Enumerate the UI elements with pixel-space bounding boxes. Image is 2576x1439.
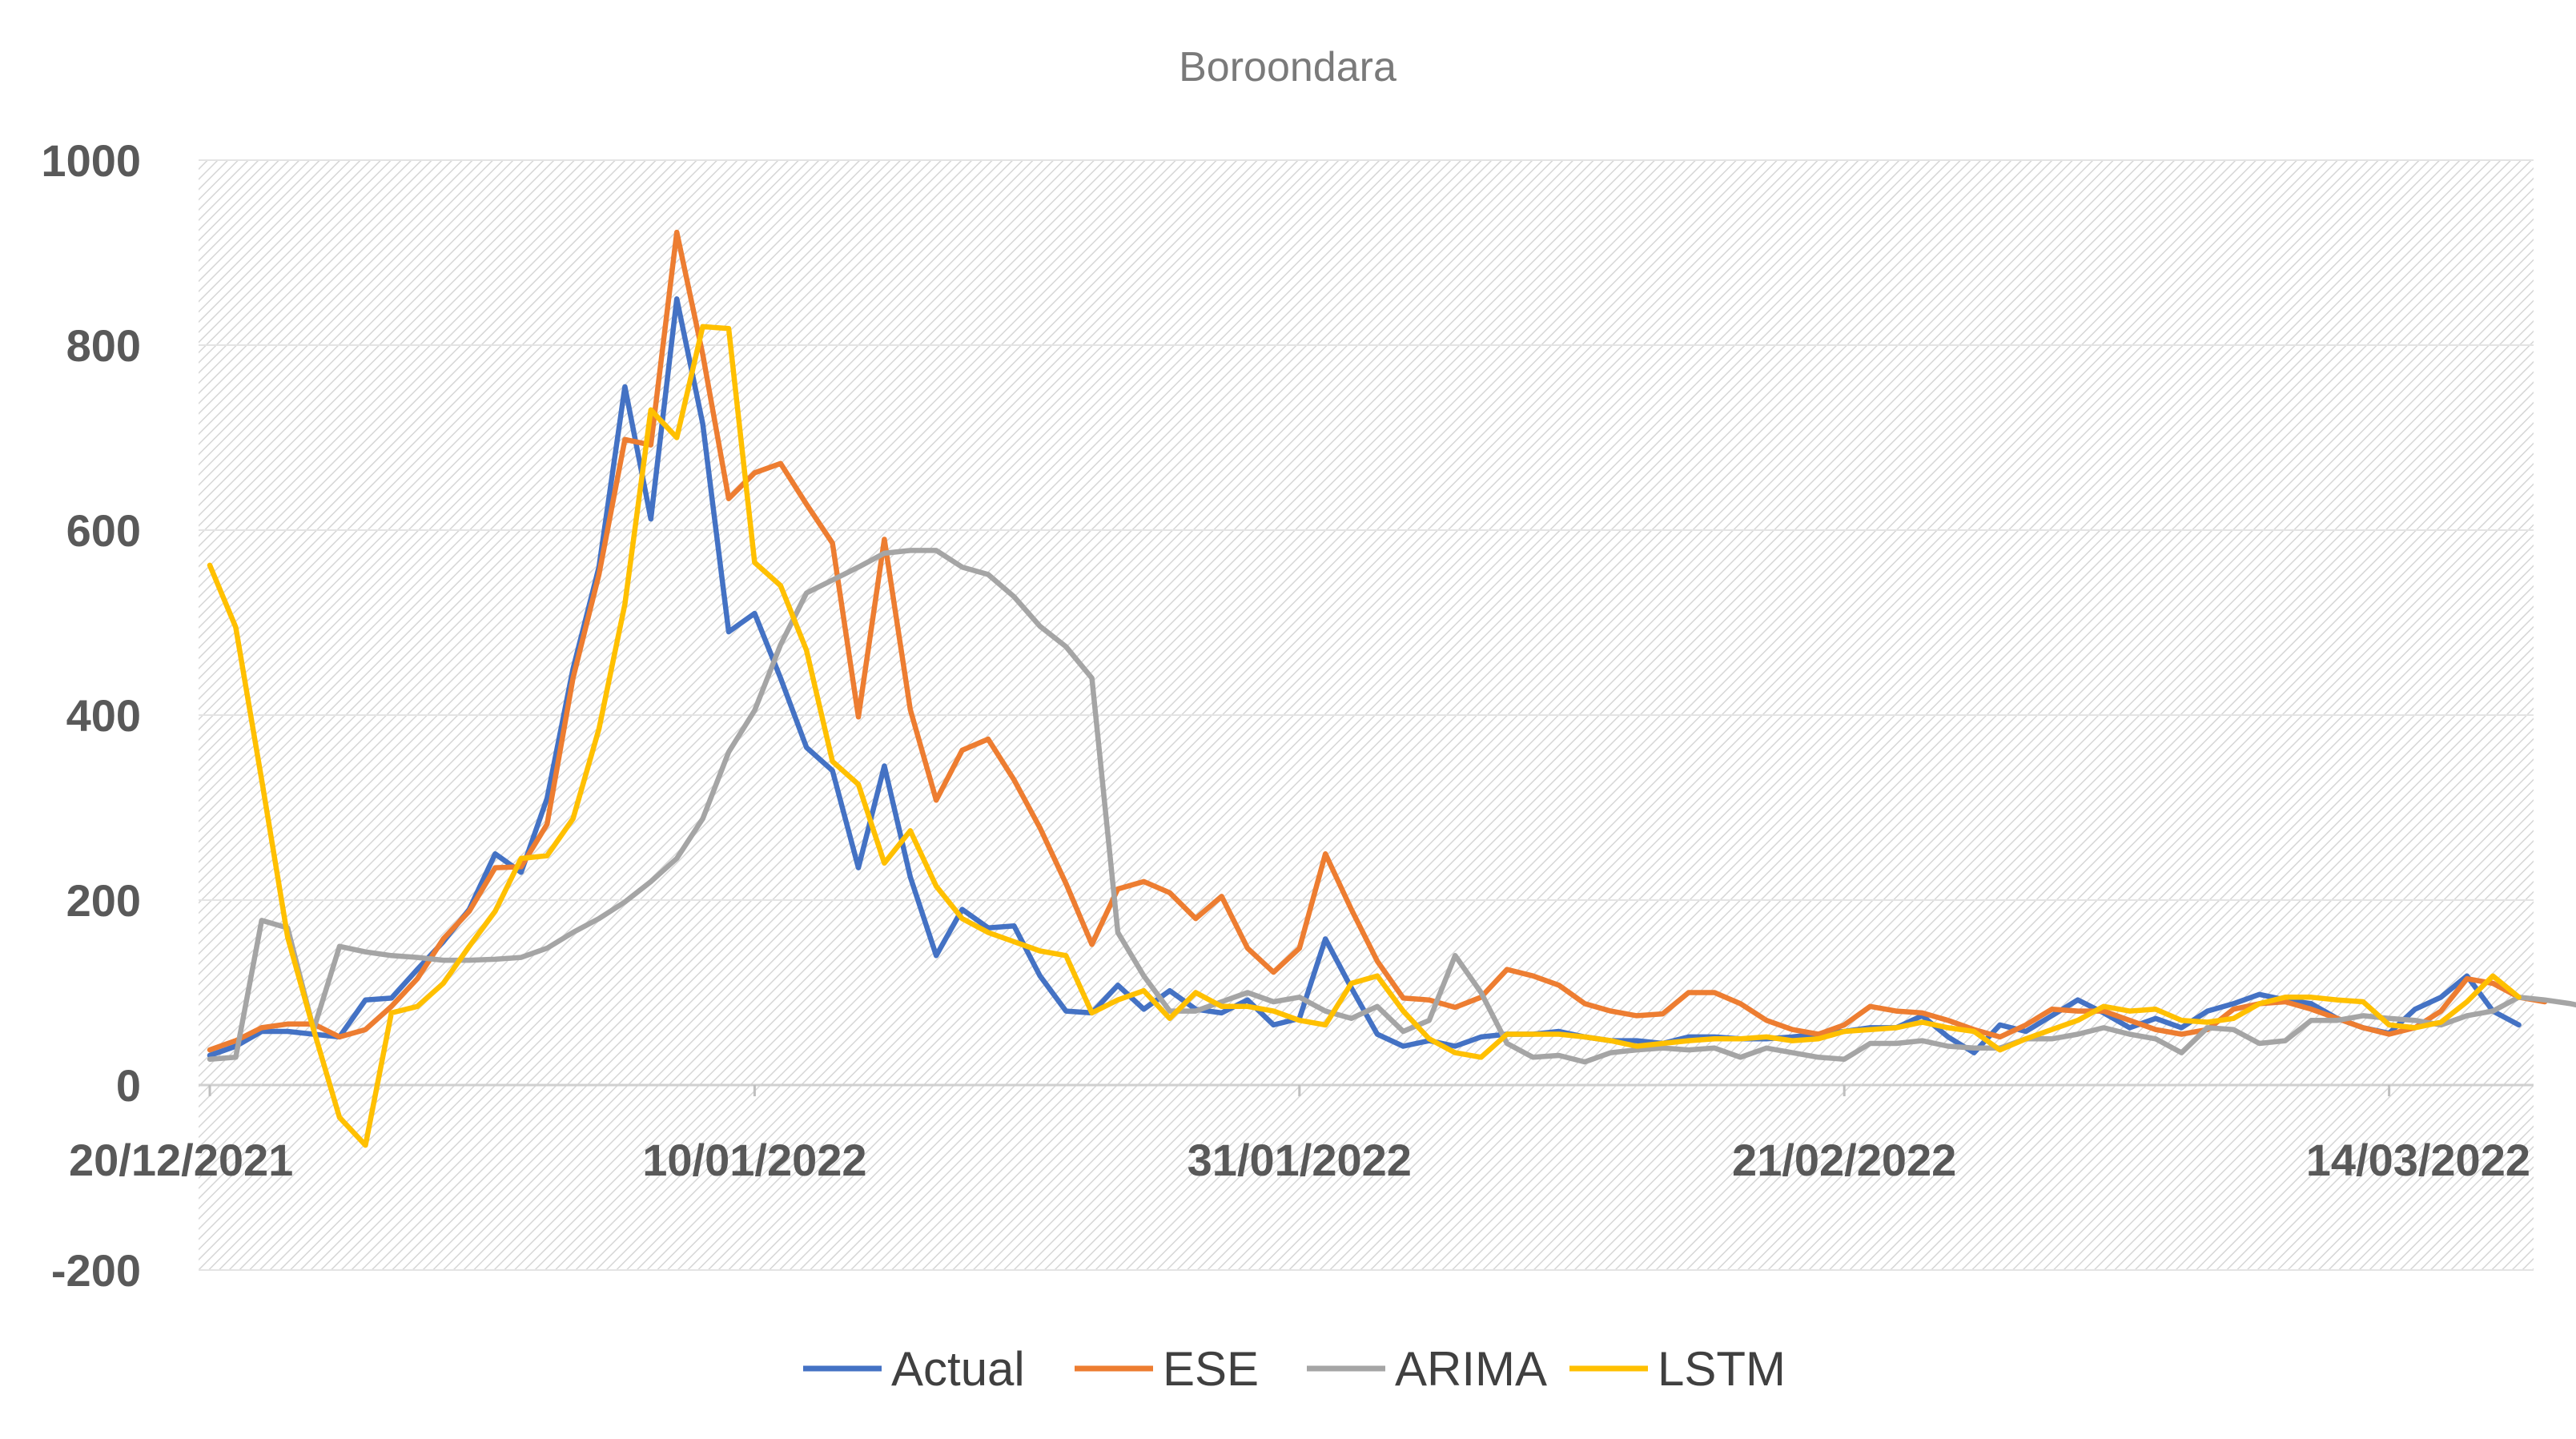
x-axis-ticks: 20/12/2021 10/01/2022 31/01/2022 21/02/2022…	[69, 1085, 2530, 1185]
legend-item-actual: Actual	[803, 1342, 1025, 1396]
chart-title: Boroondara	[1179, 44, 1397, 90]
gridlines	[199, 159, 2534, 1271]
legend-label: Actual	[891, 1342, 1025, 1396]
x-tick-label: 21/02/2022	[1732, 1135, 1956, 1185]
legend-item-arima: ARIMA	[1307, 1342, 1547, 1396]
legend-label: ESE	[1163, 1342, 1259, 1396]
x-tick-label: 14/03/2022	[2306, 1135, 2530, 1185]
x-tick-label: 10/01/2022	[642, 1135, 866, 1185]
x-tick-label: 31/01/2022	[1188, 1135, 1412, 1185]
y-tick-label: 200	[66, 875, 141, 926]
y-tick-label: -200	[51, 1245, 141, 1296]
x-tick-label: 20/12/2021	[69, 1135, 293, 1185]
y-tick-label: 1000	[41, 135, 141, 186]
y-tick-label: 400	[66, 690, 141, 741]
series-line-ese	[207, 229, 2548, 1053]
series-lines	[207, 229, 2576, 1148]
series-line-lstm	[207, 324, 2522, 1148]
legend-label: ARIMA	[1395, 1342, 1547, 1396]
y-tick-label: 0	[116, 1060, 141, 1111]
y-tick-label: 600	[66, 505, 141, 556]
series-line-arima	[207, 548, 2576, 1065]
legend-item-ese: ESE	[1075, 1342, 1259, 1396]
y-axis-ticks: -200 0 200 400 600 800 1000	[41, 135, 141, 1296]
legend-label: LSTM	[1658, 1342, 1786, 1396]
legend: Actual ESE ARIMA LSTM	[803, 1342, 1786, 1396]
y-tick-label: 800	[66, 320, 141, 371]
legend-item-lstm: LSTM	[1569, 1342, 1786, 1396]
